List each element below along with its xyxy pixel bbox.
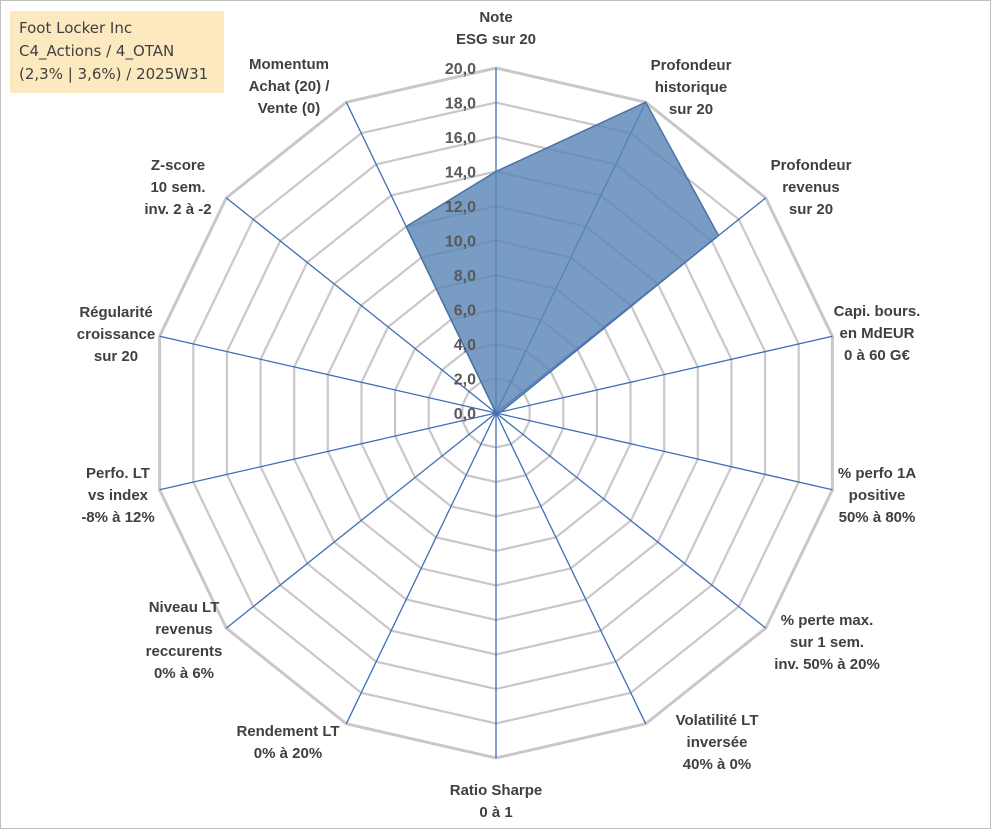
- axis-label-line: en MdEUR: [840, 325, 915, 342]
- axis-label-line: croissance: [77, 326, 155, 343]
- tick-label-layer: 0,0 2,0 4,0 6,0 8,0 10,0 12,0 14,0 16,0 18,0 20,0: [445, 61, 476, 423]
- title-line-category: C4_Actions / 4_OTAN: [19, 42, 175, 60]
- axis-spoke: [225, 197, 497, 414]
- tick-label: 14,0: [445, 165, 476, 182]
- axis-label-line: inv. 2 à -2: [144, 201, 211, 218]
- axis-label: Capi. bours. en MdEUR 0 à 60 G€: [834, 303, 921, 364]
- axis-label: Note ESG sur 20: [456, 9, 536, 48]
- tick-label: 2,0: [454, 372, 476, 389]
- axis-spoke: [495, 412, 647, 725]
- axis-label: Perfo. LT vs index -8% à 12%: [81, 465, 154, 526]
- series-area: [405, 101, 720, 414]
- chart-title-box: Foot Locker Inc C4_Actions / 4_OTAN (2,3…: [10, 11, 224, 93]
- axis-label-line: Capi. bours.: [834, 303, 921, 320]
- axis-spoke: [225, 412, 497, 629]
- axis-label-line: sur 20: [669, 101, 713, 118]
- axis-label-line: sur 20: [789, 201, 833, 218]
- axis-label-line: 0 à 60 G€: [844, 347, 911, 364]
- axis-label-line: inv. 50% à 20%: [774, 656, 880, 673]
- axis-spoke: [495, 412, 767, 629]
- axis-label-line: Z-score: [151, 157, 205, 174]
- axis-label-line: -8% à 12%: [81, 509, 154, 526]
- axis-label-line: Régularité: [79, 304, 152, 321]
- axis-label-line: 0 à 1: [479, 804, 512, 821]
- axis-label-line: % perfo 1A: [838, 465, 917, 482]
- tick-label: 16,0: [445, 130, 476, 147]
- axis-label-line: revenus: [155, 621, 213, 638]
- axis-label: % perte max. sur 1 sem. inv. 50% à 20%: [774, 612, 880, 673]
- tick-label: 12,0: [445, 199, 476, 216]
- axis-label-layer: Note ESG sur 20 Profondeur historique sur 20…: [77, 9, 921, 821]
- axis-label: Régularité croissance sur 20: [77, 304, 155, 365]
- axis-label-line: historique: [655, 79, 728, 96]
- tick-label: 10,0: [445, 234, 476, 251]
- axis-label: Momentum Achat (20) / Vente (0): [249, 56, 331, 117]
- axis-label: Rendement LT 0% à 20%: [236, 723, 339, 762]
- series-layer: [405, 101, 720, 414]
- tick-label: 8,0: [454, 268, 476, 285]
- axis-label: Profondeur historique sur 20: [651, 57, 732, 118]
- axis-label-line: ESG sur 20: [456, 31, 536, 48]
- axis-spoke: [495, 412, 833, 491]
- tick-label: 20,0: [445, 61, 476, 78]
- axis-label: Volatilité LT inversée 40% à 0%: [676, 712, 759, 773]
- axis-label-line: 40% à 0%: [683, 756, 751, 773]
- axis-label-line: 0% à 20%: [254, 745, 322, 762]
- axis-label-line: Achat (20) /: [249, 78, 331, 95]
- axis-label: % perfo 1A positive 50% à 80%: [838, 465, 917, 526]
- axis-label-line: Rendement LT: [236, 723, 339, 740]
- axis-label-line: sur 1 sem.: [790, 634, 864, 651]
- tick-label: 6,0: [454, 303, 476, 320]
- axis-label-line: Vente (0): [258, 100, 321, 117]
- axis-label: Ratio Sharpe 0 à 1: [450, 782, 543, 821]
- tick-label: 18,0: [445, 96, 476, 113]
- title-line-company: Foot Locker Inc: [19, 19, 133, 37]
- axis-label-line: Profondeur: [651, 57, 732, 74]
- axis-label-line: Perfo. LT: [86, 465, 150, 482]
- axis-label-line: Note: [479, 9, 512, 26]
- axis-label-line: Ratio Sharpe: [450, 782, 543, 799]
- axis-label-line: Niveau LT: [149, 599, 220, 616]
- axis-label-line: revenus: [782, 179, 840, 196]
- axis-label-line: Volatilité LT: [676, 712, 759, 729]
- axis-label: Niveau LT revenus reccurents 0% à 6%: [146, 599, 223, 682]
- axis-spoke: [159, 412, 497, 491]
- axis-label: Profondeur revenus sur 20: [771, 157, 852, 218]
- axis-label-line: reccurents: [146, 643, 223, 660]
- axis-spoke: [345, 412, 497, 725]
- axis-label: Z-score 10 sem. inv. 2 à -2: [144, 157, 211, 218]
- axis-label-line: 10 sem.: [150, 179, 205, 196]
- axis-label-line: sur 20: [94, 348, 138, 365]
- axis-label-line: % perte max.: [781, 612, 874, 629]
- axis-label-line: 50% à 80%: [839, 509, 916, 526]
- axis-spoke: [495, 335, 833, 414]
- axis-label-line: positive: [849, 487, 906, 504]
- tick-label: 4,0: [454, 337, 476, 354]
- axis-label-line: Profondeur: [771, 157, 852, 174]
- axis-label-line: inversée: [687, 734, 748, 751]
- title-line-period: (2,3% | 3,6%) / 2025W31: [19, 65, 209, 83]
- axis-label-line: 0% à 6%: [154, 665, 214, 682]
- axis-spoke: [159, 335, 497, 414]
- tick-label: 0,0: [454, 406, 476, 423]
- axis-label-line: vs index: [88, 487, 149, 504]
- axis-label-line: Momentum: [249, 56, 329, 73]
